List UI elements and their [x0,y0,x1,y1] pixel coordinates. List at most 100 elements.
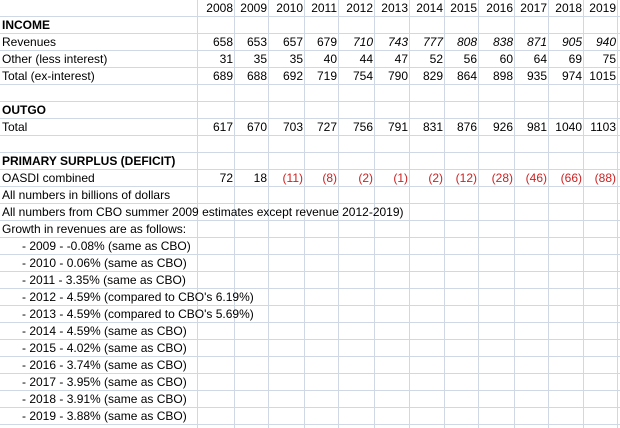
data-cell[interactable]: 898 [492,69,513,83]
data-cell[interactable]: (28) [491,171,513,185]
data-cell[interactable]: 40 [323,52,337,66]
data-cell[interactable]: 703 [282,120,303,134]
data-cell[interactable]: 18 [253,171,267,185]
data-cell[interactable]: 754 [352,69,373,83]
section-heading: INCOME [2,18,50,32]
data-cell[interactable]: 75 [602,52,616,66]
data-cell[interactable]: 905 [561,35,582,49]
data-cell[interactable]: 72 [219,171,233,185]
outgo-heading-row: OUTGO [0,102,620,119]
data-cell[interactable]: 1040 [555,120,582,134]
data-cell[interactable]: 940 [595,35,616,49]
data-cell[interactable]: 876 [456,120,477,134]
data-cell[interactable]: (11) [282,171,303,185]
note-text: All numbers from CBO summer 2009 estimat… [2,205,404,219]
year-header-cell[interactable]: 2016 [486,1,513,15]
year-header-cell[interactable]: 2009 [240,1,267,15]
data-cell[interactable]: 692 [282,69,303,83]
data-cell[interactable]: 935 [526,69,547,83]
data-cell[interactable]: 926 [492,120,513,134]
data-cell[interactable]: 56 [463,52,477,66]
data-cell[interactable]: (1) [393,171,408,185]
data-cell[interactable]: (46) [525,171,547,185]
data-cell[interactable]: 1103 [590,120,616,134]
note-row: All numbers from CBO summer 2009 estimat… [0,204,620,221]
data-cell[interactable]: 31 [219,52,233,66]
year-header-cell[interactable]: 2018 [555,1,582,15]
data-cell[interactable]: 52 [429,52,443,66]
data-cell[interactable]: 44 [359,52,373,66]
data-cell[interactable]: 60 [499,52,513,66]
row-label: Revenues [2,35,57,49]
data-cell[interactable]: 653 [246,35,267,49]
year-header-cell[interactable]: 2014 [416,1,443,15]
list-item: - 2012 - 4.59% (compared to CBO's 6.19%) [0,289,620,306]
data-cell[interactable]: 719 [316,69,337,83]
note-row: All numbers in billions of dollars [0,187,620,204]
table-row: Total 617 670 703 727 756 791 831 876 926 981 1040 1… [0,119,620,136]
data-cell[interactable]: 35 [289,52,303,66]
growth-rate-item: - 2017 - 3.95% (same as CBO) [22,375,187,389]
data-cell[interactable]: 64 [533,52,547,66]
growth-rate-item: - 2009 - -0.08% (same as CBO) [22,239,191,253]
year-header-cell[interactable]: 2019 [589,1,616,15]
data-cell[interactable]: 829 [422,69,443,83]
data-cell[interactable]: 617 [212,120,233,134]
data-cell[interactable]: 743 [387,35,408,49]
list-item: - 2016 - 3.74% (same as CBO) [0,357,620,374]
year-header-row: 2008 2009 2010 2011 2012 2013 2014 2015 2016 2017… [0,0,620,17]
year-header-cell[interactable]: 2010 [276,1,303,15]
data-cell[interactable]: 35 [253,52,267,66]
data-cell[interactable]: (66) [560,171,582,185]
data-cell[interactable]: 47 [394,52,408,66]
year-header-cell[interactable]: 2011 [311,1,337,15]
data-cell[interactable]: (2) [428,171,443,185]
list-item: - 2011 - 3.35% (same as CBO) [0,272,620,289]
table-row: Other (less interest) 31 35 35 40 44 47 52 56 60 6… [0,51,620,68]
data-cell[interactable]: 670 [246,120,267,134]
data-cell[interactable]: 657 [282,35,303,49]
note-text: Growth in revenues are as follows: [2,222,187,236]
list-item: - 2010 - 0.06% (same as CBO) [0,255,620,272]
data-cell[interactable]: 831 [422,120,443,134]
year-header-cell[interactable]: 2017 [520,1,547,15]
list-item: - 2014 - 4.59% (same as CBO) [0,323,620,340]
list-item: - 2017 - 3.95% (same as CBO) [0,374,620,391]
data-cell[interactable]: 791 [387,120,408,134]
data-cell[interactable]: 727 [316,120,337,134]
data-cell[interactable]: 838 [492,35,513,49]
row-label: Total (ex-interest) [2,69,95,83]
data-cell[interactable]: 777 [422,35,443,49]
data-cell[interactable]: 69 [568,52,582,66]
note-row: Growth in revenues are as follows: [0,221,620,238]
data-cell[interactable]: 790 [387,69,408,83]
data-cell[interactable]: 689 [212,69,233,83]
data-cell[interactable]: 710 [352,35,373,49]
data-cell[interactable]: 864 [456,69,477,83]
income-heading-row: INCOME [0,17,620,34]
data-cell[interactable]: (12) [455,171,477,185]
data-cell[interactable]: 974 [561,69,582,83]
data-cell[interactable]: (2) [358,171,373,185]
year-header-cell[interactable]: 2015 [450,1,477,15]
data-cell[interactable]: (8) [322,171,337,185]
data-cell[interactable]: 688 [246,69,267,83]
year-header-cell[interactable]: 2013 [381,1,408,15]
section-heading: PRIMARY SURPLUS (DEFICIT) [2,154,176,168]
data-cell[interactable]: 756 [352,120,373,134]
data-cell[interactable]: 808 [456,35,477,49]
growth-rate-item: - 2010 - 0.06% (same as CBO) [22,256,187,270]
year-header-cell[interactable]: 2008 [206,1,233,15]
year-header-cell[interactable]: 2012 [346,1,373,15]
data-cell[interactable]: 658 [212,35,233,49]
data-cell[interactable]: (88) [594,171,616,185]
list-item: - 2018 - 3.91% (same as CBO) [0,391,620,408]
data-cell[interactable]: 679 [316,35,337,49]
data-cell[interactable]: 1015 [589,69,616,83]
table-row: Total (ex-interest) 689 688 692 719 754 790 829… [0,68,620,85]
data-cell[interactable]: 871 [526,35,547,49]
table-row: OASDI combined 72 18 (11) (8) (2) (1) (2) (12) (2… [0,170,620,187]
row-label: Total [2,120,28,134]
data-cell[interactable]: 981 [526,120,547,134]
